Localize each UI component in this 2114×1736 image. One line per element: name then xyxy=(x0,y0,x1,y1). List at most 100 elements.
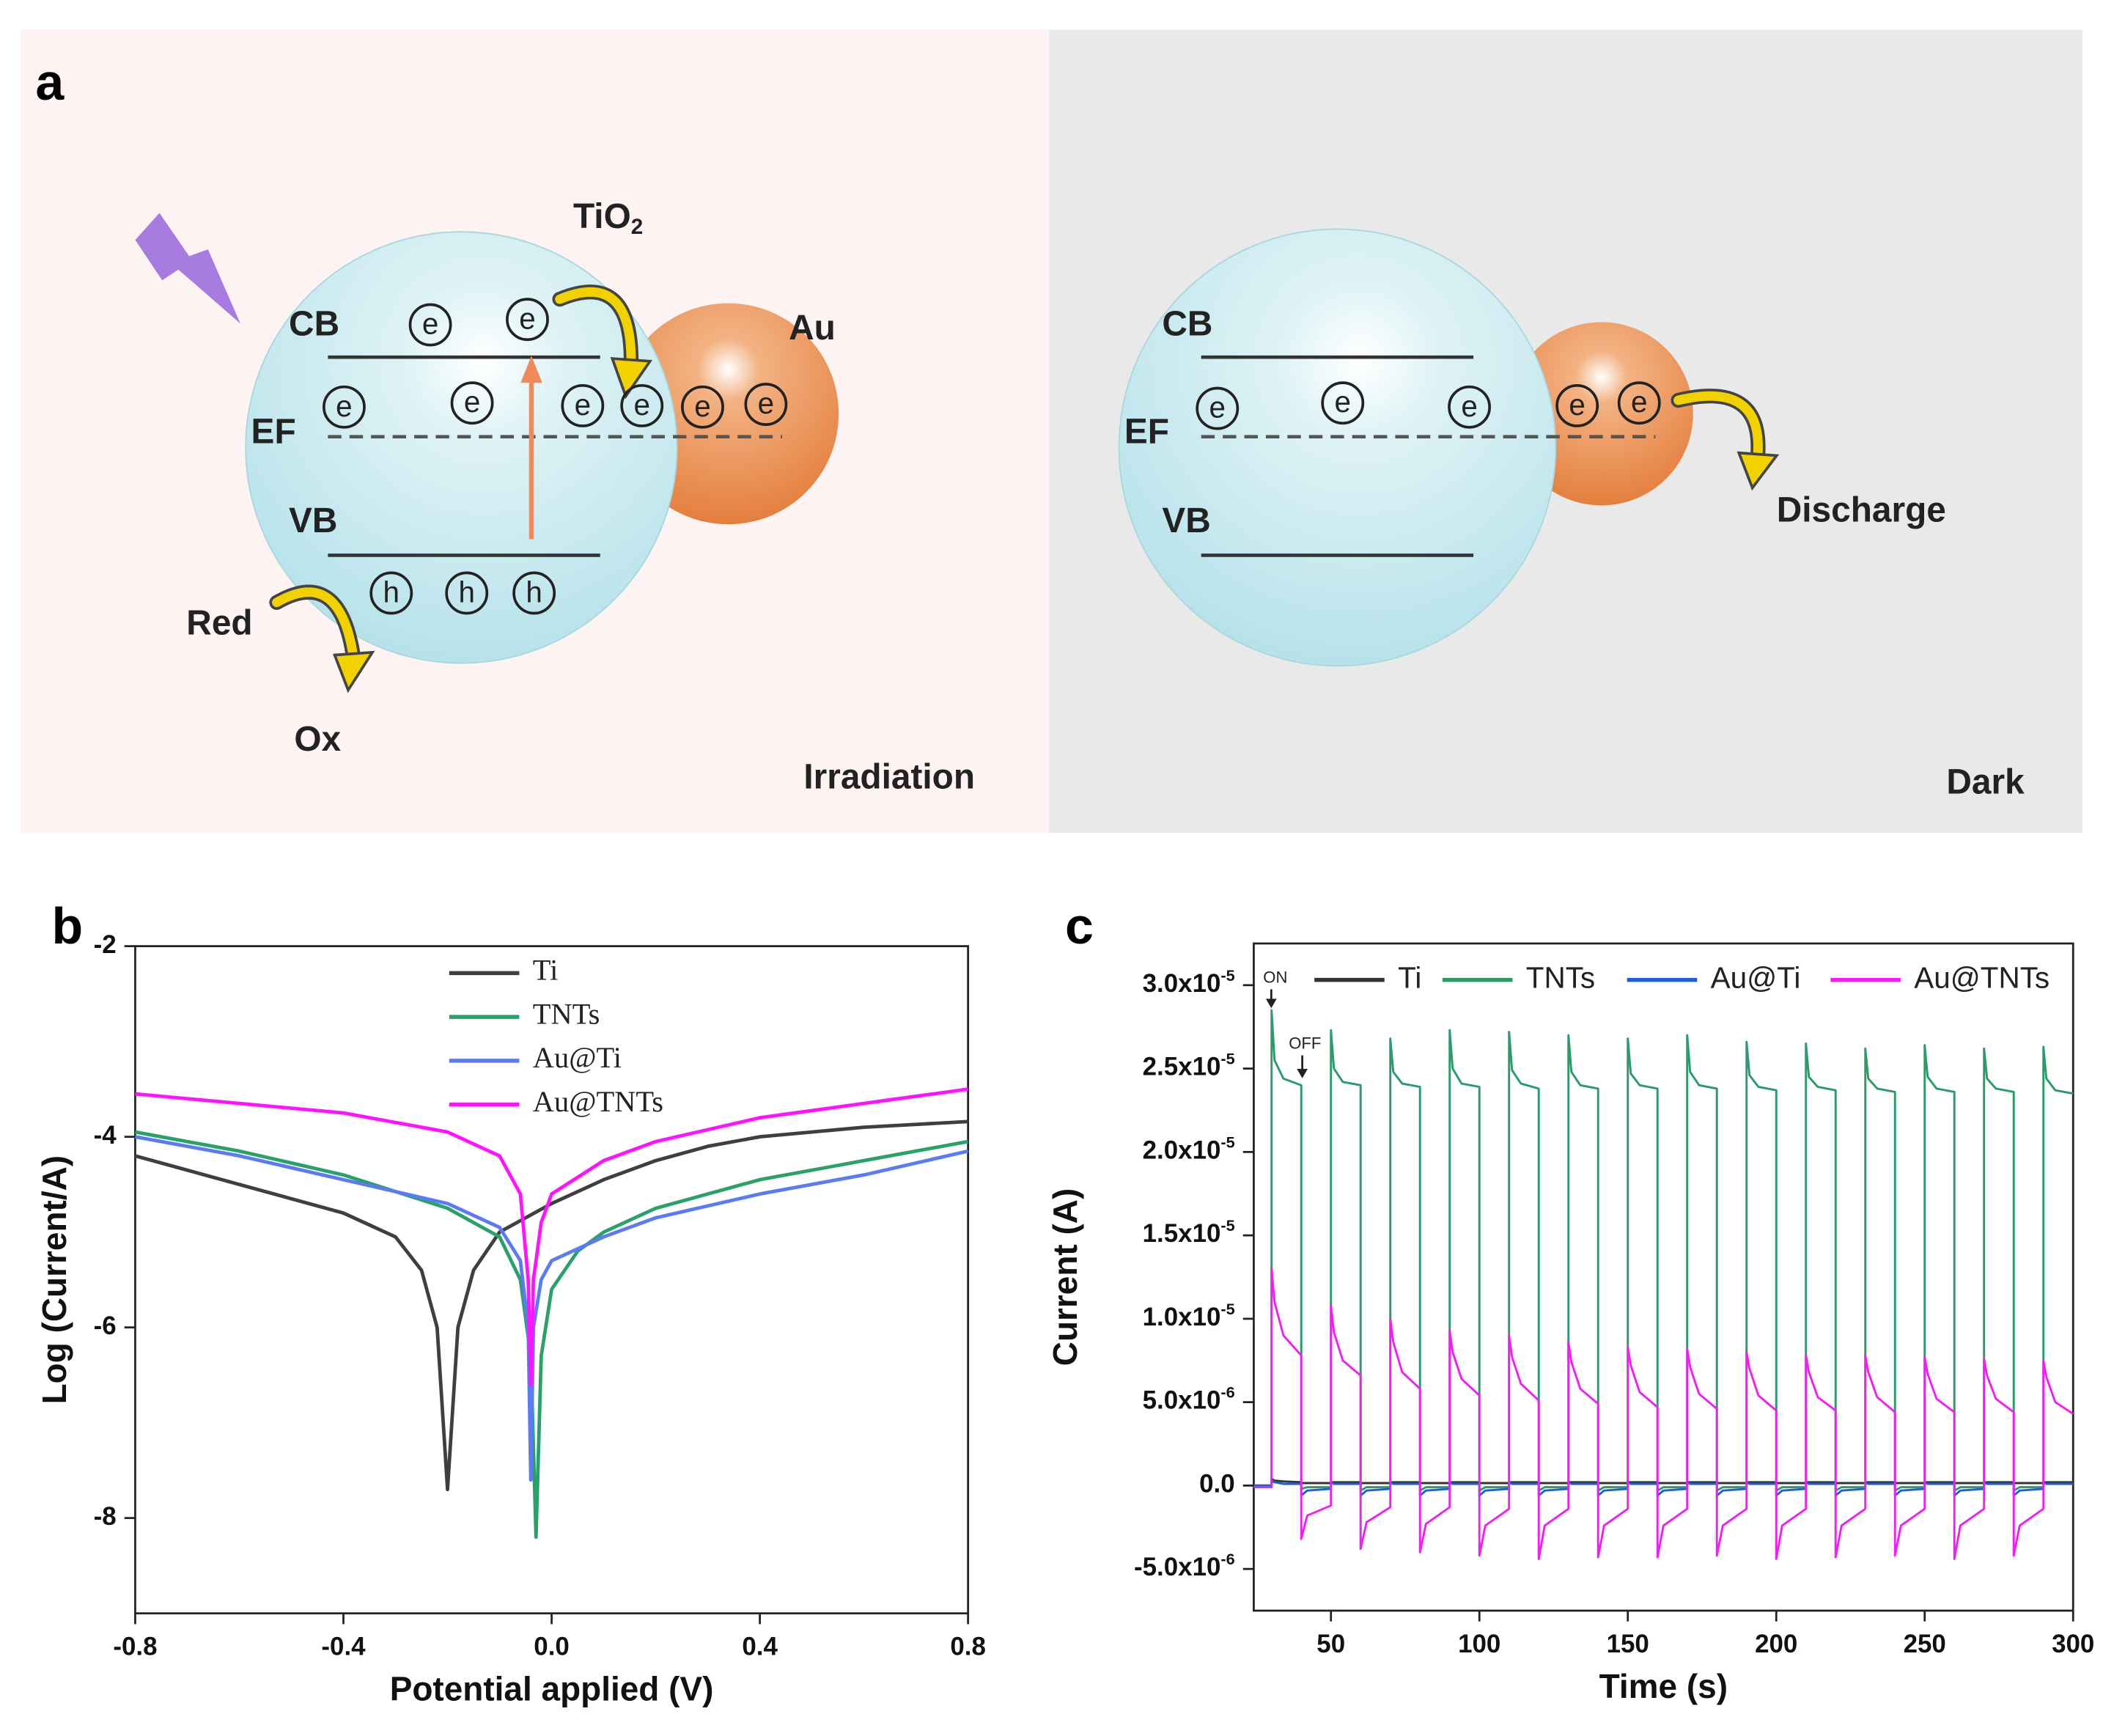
x-tick-label: 0.0 xyxy=(534,1633,570,1661)
carrier-label: e xyxy=(694,389,711,423)
cb-label: CB xyxy=(1162,305,1212,344)
x-tick-label: -0.8 xyxy=(113,1633,157,1661)
carrier xyxy=(561,383,605,427)
arrow xyxy=(1673,391,1763,460)
annotation-arrowhead xyxy=(1265,998,1277,1009)
cb-label: CB xyxy=(289,305,339,344)
series-line xyxy=(135,1135,969,1482)
carrier-label: e xyxy=(1569,388,1586,422)
carrier xyxy=(450,381,494,425)
carrier xyxy=(1196,386,1240,430)
series-line xyxy=(135,1087,968,1387)
transfer-arrows xyxy=(269,284,1766,666)
panel-a: a TiO2 CB EF V xyxy=(21,29,2083,834)
carrier-label: h xyxy=(526,575,542,608)
carrier-label: e xyxy=(1335,385,1351,419)
plot-frame xyxy=(1253,942,2074,1612)
annotation: OFF xyxy=(1289,1034,1321,1053)
x-tick-label: 150 xyxy=(1607,1630,1649,1658)
ox-label: Ox xyxy=(294,720,341,759)
carrier xyxy=(744,383,788,426)
x-axis-label: Time (s) xyxy=(1599,1667,1728,1705)
carrier-label: e xyxy=(1209,391,1226,424)
material-label: TiO2 xyxy=(573,196,643,239)
y-tick-label: -4 xyxy=(94,1121,117,1150)
legend-label: TNTs xyxy=(533,997,600,1030)
x-tick-label: 300 xyxy=(2052,1630,2094,1658)
y-tick-label: -2 xyxy=(94,930,117,959)
y-axis-label: Log (Current/A) xyxy=(35,1155,73,1405)
legend-label: Ti xyxy=(1398,960,1421,994)
series-line xyxy=(1253,1268,2074,1560)
x-tick-label: 0.8 xyxy=(950,1633,986,1661)
x-tick-label: 50 xyxy=(1316,1630,1345,1658)
y-tick-label: 1.5x10-5 xyxy=(1143,1216,1235,1248)
carrier-label: e xyxy=(633,388,650,422)
light-bolt xyxy=(135,213,240,324)
y-tick-label: -5.0x10-6 xyxy=(1134,1550,1235,1581)
legend-label: Au@Ti xyxy=(1711,960,1801,994)
annotation-arrowhead xyxy=(1297,1068,1308,1078)
x-tick-label: 100 xyxy=(1458,1630,1500,1658)
y-tick-label: 2.5x10-5 xyxy=(1143,1049,1235,1081)
carrier-label: e xyxy=(758,386,775,420)
carrier xyxy=(620,383,664,427)
arrow-head xyxy=(520,356,542,383)
x-axis-label: Potential applied (V) xyxy=(390,1669,714,1707)
legend-label: Au@TNTs xyxy=(1914,960,2049,994)
annotation: ON xyxy=(1263,968,1287,987)
carrier-label: e xyxy=(1461,389,1478,423)
carrier xyxy=(408,303,452,347)
red-label: Red xyxy=(186,604,252,643)
process-label: Discharge xyxy=(1777,490,1946,529)
carrier-label: h xyxy=(458,575,475,608)
carrier xyxy=(506,298,549,342)
carrier xyxy=(1321,381,1365,425)
arrow-head xyxy=(1736,451,1780,491)
y-tick-label: 3.0x10-5 xyxy=(1143,966,1235,998)
y-tick-label: -6 xyxy=(94,1312,117,1340)
y-tick-label: 0.0 xyxy=(1199,1470,1235,1498)
carrier xyxy=(1448,385,1491,429)
legend-label: Au@TNTs xyxy=(533,1085,663,1118)
carrier xyxy=(369,571,413,615)
carrier xyxy=(681,385,724,429)
panel-label: c xyxy=(1065,897,1094,955)
vb-label: VB xyxy=(1162,501,1210,540)
series-line xyxy=(1253,1009,2074,1492)
y-tick-label: 5.0x10-6 xyxy=(1143,1383,1235,1414)
x-tick-label: 250 xyxy=(1904,1630,1946,1658)
x-tick-label: 0.4 xyxy=(742,1633,778,1661)
carrier xyxy=(323,385,366,429)
condition-label: Irradiation xyxy=(803,757,975,796)
arrow-head xyxy=(610,357,653,400)
x-tick-label: -0.4 xyxy=(321,1633,366,1661)
carrier-label: e xyxy=(422,307,439,341)
y-tick-label: -8 xyxy=(94,1502,117,1531)
carrier-label: h xyxy=(383,575,400,608)
carrier-label: e xyxy=(1631,385,1648,419)
legend-label: Ti xyxy=(533,954,559,987)
arrow-heads xyxy=(332,357,1780,694)
legend-label: TNTs xyxy=(1526,960,1595,994)
y-axis-label: Current (A) xyxy=(1046,1188,1084,1367)
condition-label: Dark xyxy=(1946,763,2025,802)
band-lines xyxy=(328,355,1656,557)
arrow-head xyxy=(332,650,375,694)
carrier-label: e xyxy=(519,301,536,335)
panel-label: b xyxy=(51,897,83,955)
carrier xyxy=(445,571,489,615)
carrier xyxy=(1617,381,1661,425)
ef-label: EF xyxy=(251,413,296,452)
ef-label: EF xyxy=(1124,413,1169,452)
arrow xyxy=(272,587,358,663)
metal-label: Au xyxy=(789,309,836,347)
carrier-label: e xyxy=(336,389,353,423)
carrier xyxy=(512,571,556,615)
carrier-label: e xyxy=(464,385,481,419)
y-tick-label: 2.0x10-5 xyxy=(1143,1133,1235,1164)
vb-label: VB xyxy=(289,501,337,540)
y-tick-label: 1.0x10-5 xyxy=(1143,1300,1235,1331)
tio2-sphere xyxy=(1118,228,1557,667)
